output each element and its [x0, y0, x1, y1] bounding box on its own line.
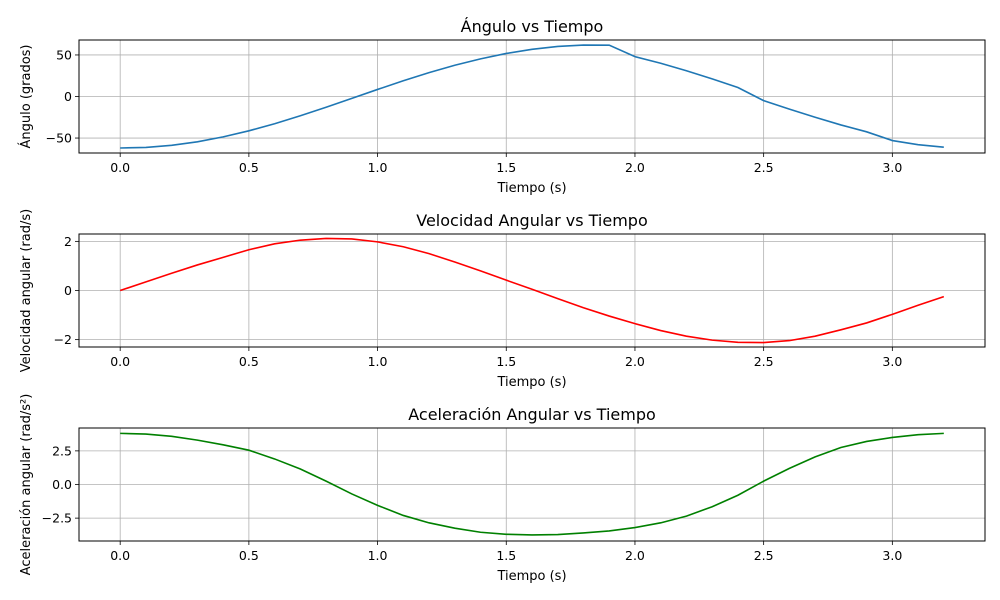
- y-tick-label: 50: [56, 47, 72, 62]
- y-tick-label: 0: [64, 283, 72, 298]
- chart-title: Ángulo vs Tiempo: [461, 17, 604, 36]
- y-tick-label: −2: [54, 332, 72, 347]
- subplot-3: 0.0 0.5 1.0 1.5 2.0 2.5 3.0 −2.5 0.0 2.5 Aceleraci…: [19, 394, 986, 584]
- x-axis-label: Tiempo (s): [496, 375, 566, 390]
- x-tick-label: 0.5: [239, 160, 259, 175]
- x-tick-label: 2.5: [754, 354, 774, 369]
- x-tick-label: 3.0: [882, 160, 902, 175]
- y-axis-label: Aceleración angular (rad/s²): [19, 394, 34, 576]
- x-tick-label: 0.0: [110, 160, 130, 175]
- subplot-2: 0.0 0.5 1.0 1.5 2.0 2.5 3.0 −2 0 2 Velocidad Angul…: [19, 209, 986, 390]
- y-tick-label: 0.0: [52, 477, 72, 492]
- chart-title: Aceleración Angular vs Tiempo: [408, 405, 656, 424]
- x-tick-label: 3.0: [882, 354, 902, 369]
- y-tick-label: −2.5: [42, 511, 72, 526]
- x-axis-label: Tiempo (s): [496, 181, 566, 196]
- x-tick-label: 2.5: [754, 160, 774, 175]
- series-line: [120, 44, 944, 149]
- x-tick-label: 2.0: [625, 160, 645, 175]
- y-tick-label: 0: [64, 89, 72, 104]
- subplot-1: 0.0 0.5 1.0 1.5 2.0 2.5 3.0 −50 0 50 Ángulo vs Tie…: [18, 17, 986, 196]
- x-tick-label: 0.0: [110, 548, 130, 563]
- x-axis-label: Tiempo (s): [496, 569, 566, 584]
- x-tick-label: 0.5: [239, 354, 259, 369]
- x-tick-label: 1.0: [368, 548, 388, 563]
- chart-title: Velocidad Angular vs Tiempo: [416, 211, 648, 230]
- x-tick-label: 1.5: [496, 160, 516, 175]
- y-tick-label: −50: [46, 131, 72, 146]
- x-tick-label: 1.0: [368, 160, 388, 175]
- x-tick-label: 2.5: [754, 548, 774, 563]
- x-tick-label: 3.0: [882, 548, 902, 563]
- x-tick-label: 1.5: [496, 548, 516, 563]
- x-tick-label: 0.5: [239, 548, 259, 563]
- x-tick-label: 0.0: [110, 354, 130, 369]
- x-tick-label: 1.0: [368, 354, 388, 369]
- x-tick-label: 2.0: [625, 548, 645, 563]
- series-line: [119, 237, 945, 344]
- x-tick-label: 2.0: [625, 354, 645, 369]
- y-tick-label: 2.5: [52, 443, 72, 458]
- y-axis-label: Velocidad angular (rad/s): [19, 209, 34, 372]
- series-line: [120, 432, 944, 536]
- x-tick-label: 1.5: [496, 354, 516, 369]
- y-axis-label: Ángulo (grados): [18, 44, 34, 148]
- y-tick-label: 2: [64, 234, 72, 249]
